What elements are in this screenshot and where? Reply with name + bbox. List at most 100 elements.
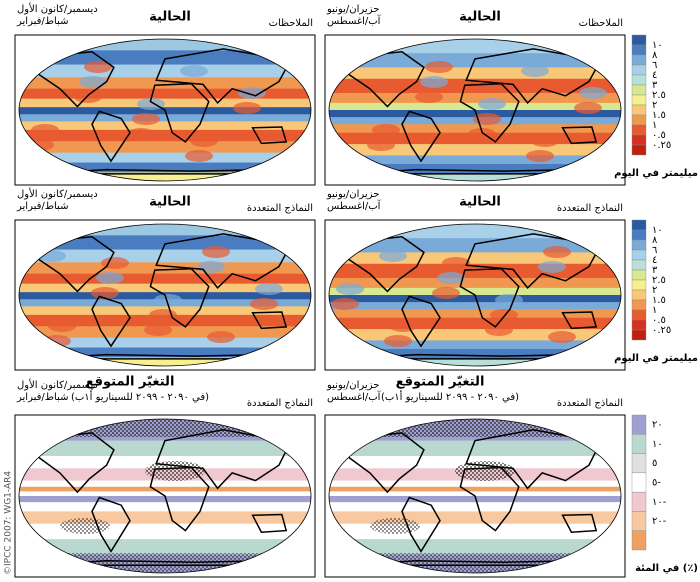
coastline <box>155 48 292 105</box>
legend-swatch <box>631 329 647 341</box>
map-blob <box>79 76 107 88</box>
legend-swatch <box>631 219 647 231</box>
season-label: حزيران/يونيو <box>326 189 379 200</box>
map-band <box>329 340 621 350</box>
legend-swatch <box>631 144 647 156</box>
legend-label: ٢ <box>652 100 657 111</box>
legend-swatch <box>631 229 647 241</box>
map-band <box>19 273 311 285</box>
map-blob <box>31 124 59 136</box>
map-blob <box>207 331 235 343</box>
map-blob <box>574 102 602 114</box>
map-band <box>19 486 311 492</box>
coastline <box>465 48 602 105</box>
coastline <box>401 295 441 348</box>
map-blob <box>91 287 119 299</box>
data-source: النماذج المتعددة <box>557 398 623 409</box>
panel-title: التغيّر المتوقع <box>86 375 175 390</box>
season-label: شباط/فبراير <box>16 16 68 27</box>
legend-label: ٨ <box>652 50 658 61</box>
map-blob <box>389 320 417 332</box>
map-blob <box>197 261 225 273</box>
map-band <box>19 121 311 131</box>
map-band <box>329 277 621 289</box>
map-band <box>19 440 311 457</box>
map-blob <box>478 98 506 110</box>
legend-swatch <box>631 84 647 96</box>
map-blob <box>379 250 407 262</box>
legend-swatch <box>631 414 647 435</box>
map-blob <box>255 283 283 295</box>
legend-label: ٢.٥ <box>652 90 666 101</box>
panel-title: التغيّر المتوقع <box>396 375 485 390</box>
season-label: حزيران/يونيو <box>326 380 379 391</box>
coastline <box>251 513 288 533</box>
coastline <box>401 110 441 163</box>
map-blob <box>473 113 501 125</box>
map-blob <box>48 320 76 332</box>
map-band <box>329 110 621 118</box>
map-band <box>19 337 311 349</box>
legend-swatch <box>631 64 647 76</box>
coastline <box>561 126 598 145</box>
map-band <box>329 295 621 303</box>
map-band <box>19 539 311 556</box>
legend-swatch <box>631 249 647 261</box>
coastline <box>149 267 210 328</box>
legend-swatch <box>631 309 647 321</box>
coastline <box>91 110 131 163</box>
map-band <box>19 88 311 100</box>
coastline <box>561 513 598 533</box>
legend-label: ١٠- <box>652 497 667 508</box>
coastline <box>459 466 520 532</box>
season-label: ديسمبر/كانون الأول <box>17 378 98 391</box>
map-band <box>19 496 311 503</box>
map-band <box>19 262 311 275</box>
coastline <box>155 233 292 290</box>
coastline <box>149 466 210 532</box>
legend-label: ٢.٥ <box>652 275 666 286</box>
panel-subtitle: (في ٢٠٩٠ - ٢٠٩٩ للسيناريو أ١ب) <box>71 390 209 403</box>
map-blob <box>526 150 554 162</box>
map-blob <box>185 150 213 162</box>
legend-unit: ميليمتر في اليوم <box>614 168 698 179</box>
stipple <box>145 461 205 481</box>
map-blob <box>425 61 453 73</box>
legend-swatch <box>631 279 647 291</box>
coastline <box>401 496 441 553</box>
map-outline <box>18 418 312 574</box>
map-band <box>329 539 621 556</box>
map-blob <box>531 135 559 147</box>
map-band <box>329 502 621 512</box>
legend-label: ٢٠- <box>652 516 667 527</box>
map-band <box>329 358 621 366</box>
stipple <box>455 461 515 481</box>
legend-swatch <box>631 434 647 454</box>
coastline <box>465 233 602 290</box>
legend-label: ٢ <box>652 285 657 296</box>
panel-title: الحالية <box>459 10 501 25</box>
map-band <box>329 317 621 330</box>
map-band <box>19 511 311 525</box>
coastline <box>459 267 520 328</box>
legend-swatch <box>631 44 647 56</box>
map-band <box>329 309 621 319</box>
data-source: الملاحظات <box>579 18 623 29</box>
coastline <box>32 51 115 108</box>
map-band <box>329 480 621 488</box>
map-band <box>329 155 621 165</box>
map-outline <box>18 223 312 367</box>
map-band <box>19 491 311 497</box>
map <box>19 224 311 366</box>
map-blob <box>437 272 465 284</box>
season-label: ديسمبر/كانون الأول <box>17 2 98 15</box>
map-blob <box>96 272 124 284</box>
map-band <box>329 329 621 341</box>
map-band <box>19 347 311 358</box>
legend-swatch <box>631 34 647 46</box>
legend-swatch <box>631 134 647 146</box>
map-band <box>19 224 311 236</box>
map-band <box>329 163 621 175</box>
legend-swatch <box>631 239 647 251</box>
